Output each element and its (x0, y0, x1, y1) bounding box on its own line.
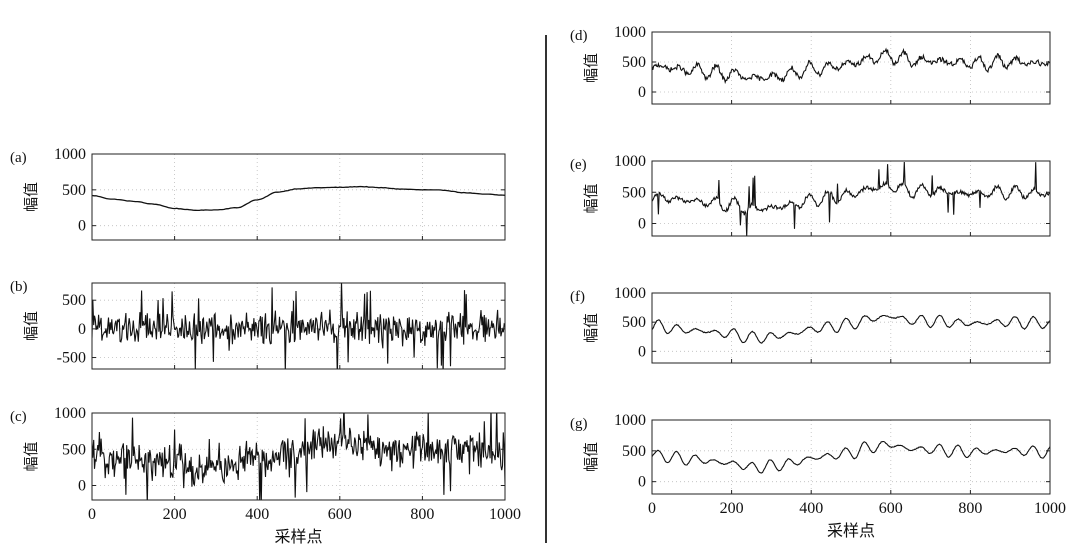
plot-frame (91, 153, 506, 241)
y-axis-label: 幅值 (22, 441, 40, 471)
panel-label: (c) (10, 409, 27, 425)
data-series-line (652, 314, 1050, 344)
panel-label: (e) (570, 157, 587, 173)
panel-label: (f) (570, 289, 585, 305)
data-series-line (652, 161, 1050, 236)
plot-frame (651, 160, 1051, 237)
panel-label: (g) (570, 416, 588, 432)
y-tick-label: 0 (638, 84, 646, 101)
plot-frame (91, 412, 506, 501)
plot-frame (91, 282, 506, 370)
y-tick-label: 1000 (614, 285, 646, 302)
vertical-divider (545, 35, 547, 543)
y-tick-label: 500 (622, 443, 646, 460)
y-tick-label: 0 (638, 474, 646, 491)
y-tick-label: 0 (78, 478, 86, 495)
x-axis-label: 采样点 (274, 527, 322, 546)
y-tick-label: 1000 (54, 405, 86, 422)
y-axis-label: 幅值 (22, 311, 40, 341)
panel-a: 1000 500 0 (a) 幅值 (10, 146, 506, 241)
data-series-line (92, 185, 505, 212)
panel-label: (a) (10, 150, 27, 166)
y-tick-label: 1000 (614, 24, 646, 41)
y-tick-label: 500 (62, 292, 86, 309)
y-tick-label: 500 (622, 314, 646, 331)
panel-f: 1000 500 0 (f) 幅值 (570, 285, 1051, 364)
y-axis-label: 幅值 (582, 183, 600, 213)
y-tick-label: 500 (622, 184, 646, 201)
x-tick-label: 600 (328, 506, 352, 523)
x-tick-label: 0 (648, 500, 656, 517)
y-tick-label: 500 (62, 441, 86, 458)
x-tick-label: 0 (88, 506, 96, 523)
data-series-line (92, 283, 505, 369)
y-tick-label: 0 (78, 321, 86, 338)
x-tick-label: 400 (245, 506, 269, 523)
data-series-line (92, 413, 505, 500)
x-tick-label: 800 (410, 506, 434, 523)
data-series-line (652, 440, 1050, 474)
y-tick-label: 500 (622, 54, 646, 71)
x-tick-label: 200 (163, 506, 187, 523)
y-axis-label: 幅值 (22, 182, 40, 212)
panel-label: (b) (10, 279, 28, 295)
x-tick-label: 400 (799, 500, 823, 517)
y-axis-label: 幅值 (582, 442, 600, 472)
y-tick-label: -500 (57, 350, 86, 367)
data-series-line (652, 47, 1050, 85)
x-tick-label: 600 (879, 500, 903, 517)
y-tick-label: 1000 (614, 412, 646, 429)
x-tick-label: 200 (720, 500, 744, 517)
y-axis-label: 幅值 (582, 53, 600, 83)
panel-d: 1000 500 0 (d) 幅值 (570, 24, 1051, 105)
y-tick-label: 0 (638, 343, 646, 360)
x-axis-label: 采样点 (827, 521, 875, 540)
y-axis-label: 幅值 (582, 313, 600, 343)
x-tick-label: 1000 (1034, 500, 1066, 517)
x-tick-label: 1000 (489, 506, 521, 523)
y-tick-label: 500 (62, 182, 86, 199)
panel-b: 500 0 -500 (b) 幅值 (10, 279, 506, 370)
plot-frame (651, 419, 1051, 495)
x-tick-label: 800 (958, 500, 982, 517)
panel-label: (d) (570, 28, 588, 44)
y-tick-label: 1000 (54, 146, 86, 163)
panel-e: 1000 500 0 (e) 幅值 (570, 153, 1051, 237)
plot-frame (651, 292, 1051, 364)
plot-frame (651, 31, 1051, 105)
y-tick-label: 1000 (614, 153, 646, 170)
y-tick-label: 0 (638, 216, 646, 233)
y-tick-label: 0 (78, 218, 86, 235)
